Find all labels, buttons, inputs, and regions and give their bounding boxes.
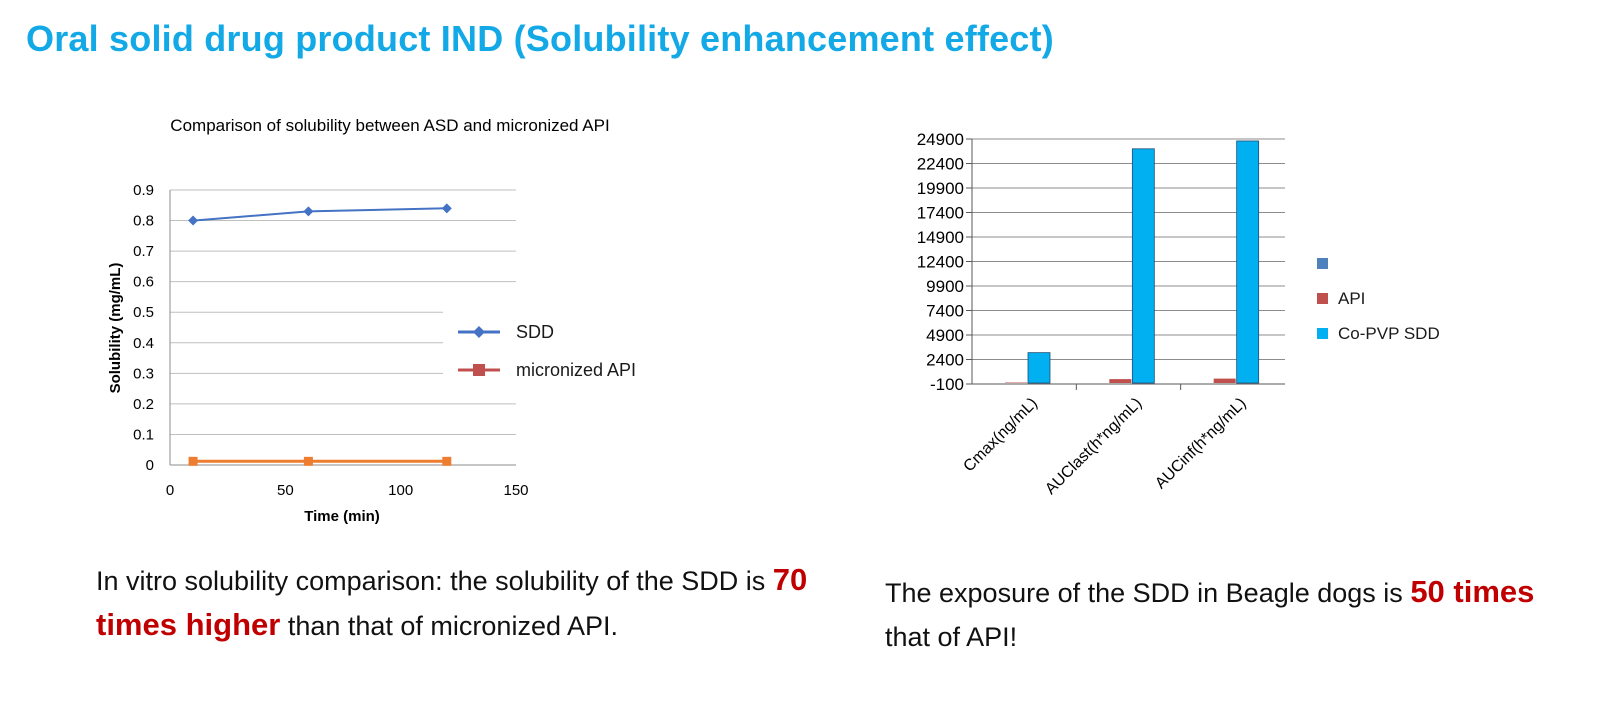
- chart2-legend-swatch: [1317, 328, 1328, 339]
- chart2-bar: [1109, 379, 1132, 384]
- chart1-legend-label: SDD: [516, 322, 554, 342]
- caption-left-highlight: 70 times higher: [96, 562, 808, 642]
- chart2-bar: [1236, 140, 1260, 384]
- chart2-bar: [1131, 148, 1155, 384]
- slide-title: Oral solid drug product IND (Solubility …: [26, 18, 1054, 59]
- chart2-legend-label: Co-PVP SDD: [1338, 324, 1440, 343]
- chart2-bar: [1213, 378, 1236, 384]
- chart1-y-tick-label: 0.3: [133, 365, 154, 382]
- chart1-legend-marker: [473, 364, 485, 376]
- chart2-x-tick-label: Cmax(ng/mL): [960, 395, 1041, 476]
- chart2-y-tick-label: 7400: [926, 302, 964, 321]
- solubility-line-chart: Comparison of solubility between ASD and…: [107, 116, 663, 525]
- chart2-y-tick-label: 2400: [926, 351, 964, 370]
- chart1-title: Comparison of solubility between ASD and…: [170, 116, 609, 135]
- chart1-point-marker: [441, 203, 452, 214]
- chart2-y-tick-label: 24900: [917, 130, 964, 149]
- chart2-legend-swatch: [1317, 293, 1328, 304]
- chart1-y-tick-label: 0.2: [133, 396, 154, 413]
- chart1-y-tick-label: 0.8: [133, 213, 154, 230]
- chart2-y-tick-label: 14900: [917, 228, 964, 247]
- chart2-bar: [1027, 352, 1051, 384]
- caption-right-text-2: that of API!: [885, 622, 1018, 652]
- chart1-point-marker: [188, 215, 199, 226]
- chart2-x-tick-label: AUCinf(h*ng/mL): [1152, 395, 1250, 493]
- chart2-y-tick-label: 12400: [917, 253, 964, 272]
- chart1-y-tick-label: 0.1: [133, 426, 154, 443]
- chart1-y-tick-label: 0.6: [133, 274, 154, 291]
- chart1-legend-label: micronized API: [516, 360, 636, 380]
- pk-bar-chart: 24900 22400 19900 17400 14900 12400 9900 7400 49…: [917, 130, 1440, 498]
- chart2-y-tick-label: 17400: [917, 204, 964, 223]
- caption-right-text-1: The exposure of the SDD in Beagle dogs i…: [885, 578, 1411, 608]
- chart1-y-tick-label: 0.7: [133, 243, 154, 260]
- chart1-y-tick-label: 0.5: [133, 304, 154, 321]
- chart1-y-tick-label: 0: [146, 457, 154, 474]
- caption-right: The exposure of the SDD in Beagle dogs i…: [885, 570, 1565, 659]
- chart1-legend-marker: [473, 326, 485, 338]
- chart2-y-tick-label: -100: [930, 375, 964, 394]
- chart1-point-marker: [303, 206, 314, 217]
- chart1-point-marker: [303, 456, 313, 466]
- chart1-legend-box: [443, 308, 663, 394]
- chart1-series-line: [193, 207, 447, 222]
- chart2-legend-swatch: [1317, 258, 1328, 269]
- chart1-point-marker: [188, 456, 198, 466]
- chart1-y-tick-label: 0.9: [133, 182, 154, 199]
- chart1-x-tick-label: 150: [503, 482, 528, 499]
- chart1-point-marker: [442, 456, 452, 466]
- chart1-y-axis-label: Solubility (mg/mL): [107, 263, 124, 394]
- chart1-x-tick-label: 0: [166, 482, 174, 499]
- chart2-legend-label: API: [1338, 289, 1365, 308]
- chart2-y-tick-label: 4900: [926, 326, 964, 345]
- chart2-y-tick-label: 22400: [917, 155, 964, 174]
- chart2-y-tick-label: 9900: [926, 277, 964, 296]
- chart1-x-tick-label: 50: [277, 482, 294, 499]
- chart1-x-axis-label: Time (min): [304, 508, 380, 525]
- caption-right-highlight: 50 times: [1410, 574, 1535, 609]
- chart1-y-tick-label: 0.4: [133, 335, 154, 352]
- chart2-legend: API Co-PVP SDD: [1317, 258, 1440, 343]
- chart1-x-tick-label: 100: [388, 482, 413, 499]
- caption-left-text-1: In vitro solubility comparison: the solu…: [96, 566, 773, 596]
- caption-left-text-2: than that of micronized API.: [280, 611, 619, 641]
- chart1-legend: SDD micronized API: [443, 308, 663, 394]
- caption-left: In vitro solubility comparison: the solu…: [96, 558, 816, 648]
- chart2-x-tick-label: AUClast(h*ng/mL): [1042, 395, 1145, 498]
- chart2-y-tick-label: 19900: [917, 179, 964, 198]
